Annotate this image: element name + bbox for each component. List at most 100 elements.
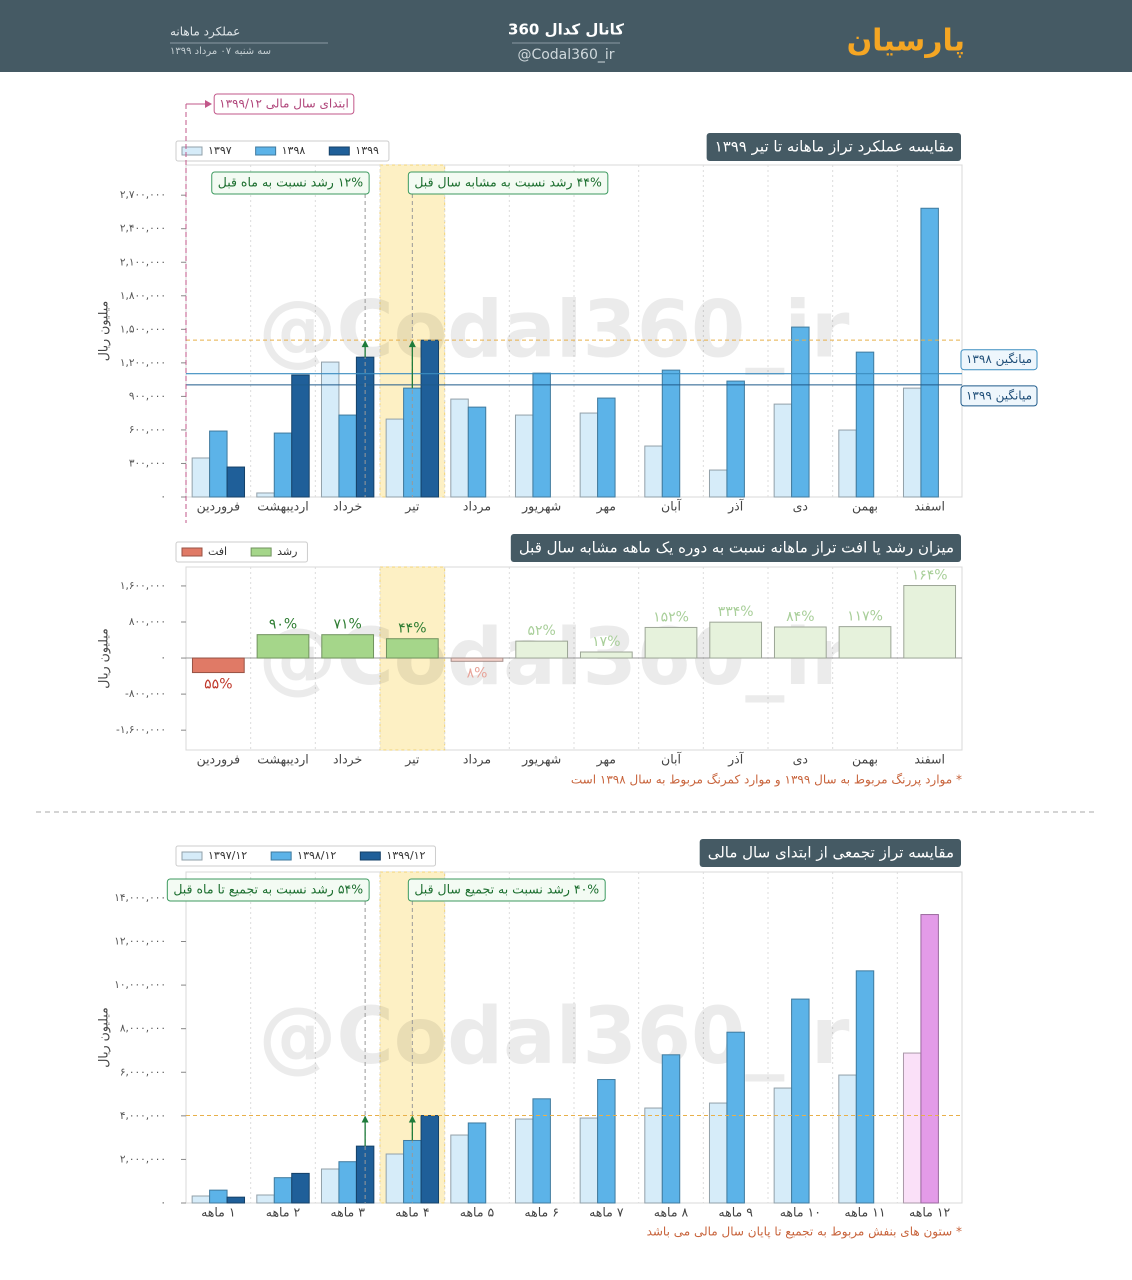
value-label: ۱۷% <box>592 634 620 650</box>
y-axis-label: میلیون ریال <box>96 301 112 361</box>
bar <box>385 638 439 659</box>
bar <box>726 1031 745 1204</box>
header-bar <box>0 0 1132 72</box>
annotation-box <box>407 878 606 902</box>
y-axis-label: میلیون ریال <box>96 628 112 688</box>
value-label: ۵۲% <box>527 623 555 639</box>
x-tick-label: ۴ ماهه <box>395 1205 430 1220</box>
bar <box>773 626 827 659</box>
y-tick-label: ۱۰,۰۰۰,۰۰۰ <box>114 979 166 991</box>
chart-title-box <box>699 839 961 867</box>
value-label: ۸% <box>467 665 488 681</box>
bar <box>838 626 892 659</box>
bar <box>338 414 357 498</box>
x-tick-label: ۹ ماهه <box>718 1205 753 1220</box>
x-tick-label: بهمن <box>852 499 878 515</box>
legend-swatch <box>359 851 381 861</box>
x-tick-label: دی <box>793 752 808 767</box>
annotation-box <box>166 878 370 902</box>
y-tick-label: ۲,۴۰۰,۰۰۰ <box>120 223 166 235</box>
x-tick-label: شهریور <box>521 499 561 515</box>
y-tick-label: ۴,۰۰۰,۰۰۰ <box>120 1110 166 1122</box>
annotation-box <box>211 171 370 195</box>
x-tick-label: ۷ ماهه <box>589 1205 624 1220</box>
bar <box>902 387 922 498</box>
bar <box>191 457 211 498</box>
annotation-box <box>407 171 609 195</box>
bar <box>838 1074 857 1204</box>
bar <box>256 492 275 498</box>
chart-title-box <box>706 133 961 161</box>
y-tick-label: ۱,۲۰۰,۰۰۰ <box>120 357 166 369</box>
legend-label: ۱۳۹۸ <box>282 144 306 157</box>
bar <box>514 414 534 498</box>
bar <box>320 1168 340 1204</box>
growth-arrow-head <box>361 340 369 348</box>
bar <box>644 626 698 659</box>
y-tick-label: -۱,۶۰۰,۰۰۰ <box>116 724 166 736</box>
y-tick-label: ۶,۰۰۰,۰۰۰ <box>120 1066 166 1078</box>
x-tick-label: فروردین <box>197 752 241 768</box>
annotation: ۱۲% رشد نسبت به ماه قبل <box>218 175 363 191</box>
y-tick-label: ۰ <box>160 652 166 664</box>
x-tick-label: تیر <box>404 499 420 515</box>
legend-label: ۱۳۹۸/۱۲ <box>297 849 336 862</box>
legend-label: ۱۳۹۷/۱۲ <box>208 849 247 862</box>
annotation: ۴۴% رشد نسبت به مشابه سال قبل <box>414 175 602 191</box>
brand: پارسیان <box>847 24 965 59</box>
legend-box <box>175 541 308 563</box>
bar <box>420 1115 440 1204</box>
value-label: ۳۳۴% <box>718 604 754 620</box>
x-tick-label: اسفند <box>914 499 945 514</box>
bar <box>226 466 246 498</box>
bar <box>791 998 810 1204</box>
bar <box>291 1172 310 1204</box>
bar <box>209 1189 228 1204</box>
x-tick-label: مرداد <box>463 752 491 768</box>
legend-box <box>175 140 390 162</box>
x-tick-label: آذر <box>727 499 744 515</box>
legend-swatch <box>255 146 277 156</box>
value-label: ۷۱% <box>333 617 361 633</box>
bar <box>191 657 245 674</box>
x-tick-label: خرداد <box>333 499 362 515</box>
y-tick-label: ۳۰۰,۰۰۰ <box>129 457 166 469</box>
growth-arrow-head <box>361 1115 369 1123</box>
x-tick-label: ۶ ماهه <box>524 1205 559 1220</box>
y-tick-label: ۹۰۰,۰۰۰ <box>129 390 166 402</box>
legend-swatch <box>328 146 350 156</box>
y-tick-label: ۲,۷۰۰,۰۰۰ <box>120 189 166 201</box>
bar <box>532 372 551 498</box>
bar <box>708 469 728 498</box>
value-label: ۱۱۷% <box>847 609 883 625</box>
bar <box>644 445 663 498</box>
bar <box>291 374 310 498</box>
y-tick-label: ۰ <box>160 491 166 503</box>
y-tick-label: ۱,۸۰۰,۰۰۰ <box>120 290 166 302</box>
bar <box>320 361 340 498</box>
x-tick-label: اردیبهشت <box>257 499 309 515</box>
mean-label-box <box>960 349 1038 371</box>
x-tick-label: مرداد <box>463 499 491 515</box>
fiscal-start-label: ابتدای سال مالی ۱۳۹۹/۱۲ <box>219 97 349 111</box>
bar <box>708 1102 728 1204</box>
bar <box>709 621 763 659</box>
x-tick-label: آذر <box>727 752 744 768</box>
value-label: ۸۴% <box>786 609 814 625</box>
bar <box>726 380 745 498</box>
bar <box>855 351 875 498</box>
annotation: ۵۴% رشد نسبت به تجمیع تا ماه قبل <box>173 882 363 898</box>
watermark: @Codal360_ir <box>258 285 850 375</box>
x-tick-label: دی <box>793 499 808 514</box>
legend-label: ۱۳۹۷ <box>208 144 232 157</box>
bar <box>515 640 569 659</box>
bar <box>903 585 957 659</box>
x-tick-label: ۱۲ ماهه <box>909 1205 950 1220</box>
bar <box>385 418 405 498</box>
bar <box>644 1107 663 1204</box>
y-tick-label: -۸۰۰,۰۰۰ <box>125 688 166 700</box>
y-tick-label: ۰ <box>160 1197 166 1209</box>
x-tick-label: اسفند <box>914 752 945 767</box>
value-label: ۱۵۲% <box>653 609 689 625</box>
